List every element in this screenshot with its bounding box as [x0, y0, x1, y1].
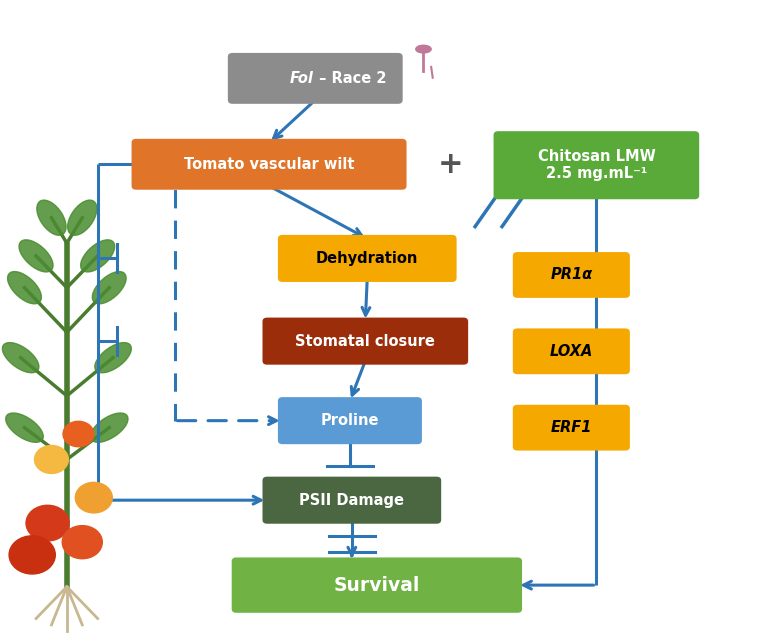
Circle shape: [63, 526, 102, 558]
Text: PR1α: PR1α: [550, 268, 592, 282]
Ellipse shape: [5, 413, 43, 442]
Ellipse shape: [8, 272, 42, 304]
Text: Tomato vascular wilt: Tomato vascular wilt: [184, 157, 354, 172]
Ellipse shape: [19, 240, 53, 272]
FancyBboxPatch shape: [263, 318, 468, 365]
Ellipse shape: [80, 240, 114, 272]
Ellipse shape: [95, 343, 131, 373]
Ellipse shape: [92, 272, 126, 304]
FancyBboxPatch shape: [278, 235, 457, 282]
FancyBboxPatch shape: [263, 477, 441, 524]
Text: Survival: Survival: [334, 576, 420, 595]
FancyBboxPatch shape: [131, 139, 407, 190]
Text: Stomatal closure: Stomatal closure: [295, 334, 435, 349]
FancyBboxPatch shape: [228, 53, 403, 104]
Text: PSII Damage: PSII Damage: [299, 493, 404, 508]
FancyBboxPatch shape: [512, 252, 630, 298]
FancyBboxPatch shape: [494, 131, 700, 199]
Ellipse shape: [2, 343, 39, 373]
Text: – Race 2: – Race 2: [314, 71, 386, 86]
Text: Dehydration: Dehydration: [316, 251, 418, 266]
FancyBboxPatch shape: [278, 397, 422, 444]
Circle shape: [35, 445, 68, 473]
Ellipse shape: [37, 200, 66, 235]
FancyBboxPatch shape: [512, 404, 630, 450]
FancyBboxPatch shape: [512, 328, 630, 374]
Circle shape: [63, 421, 94, 447]
Ellipse shape: [90, 413, 128, 442]
Text: ERF1: ERF1: [550, 420, 592, 435]
Circle shape: [75, 482, 112, 513]
Text: LOXA: LOXA: [550, 344, 593, 359]
Ellipse shape: [416, 45, 431, 53]
Text: Proline: Proline: [321, 413, 380, 428]
Ellipse shape: [68, 200, 97, 235]
Text: Chitosan LMW
2.5 mg.mL⁻¹: Chitosan LMW 2.5 mg.mL⁻¹: [537, 149, 656, 181]
Text: +: +: [438, 150, 463, 179]
Circle shape: [9, 536, 56, 574]
FancyBboxPatch shape: [232, 557, 522, 613]
Circle shape: [26, 505, 69, 541]
Text: Fol: Fol: [290, 71, 314, 86]
